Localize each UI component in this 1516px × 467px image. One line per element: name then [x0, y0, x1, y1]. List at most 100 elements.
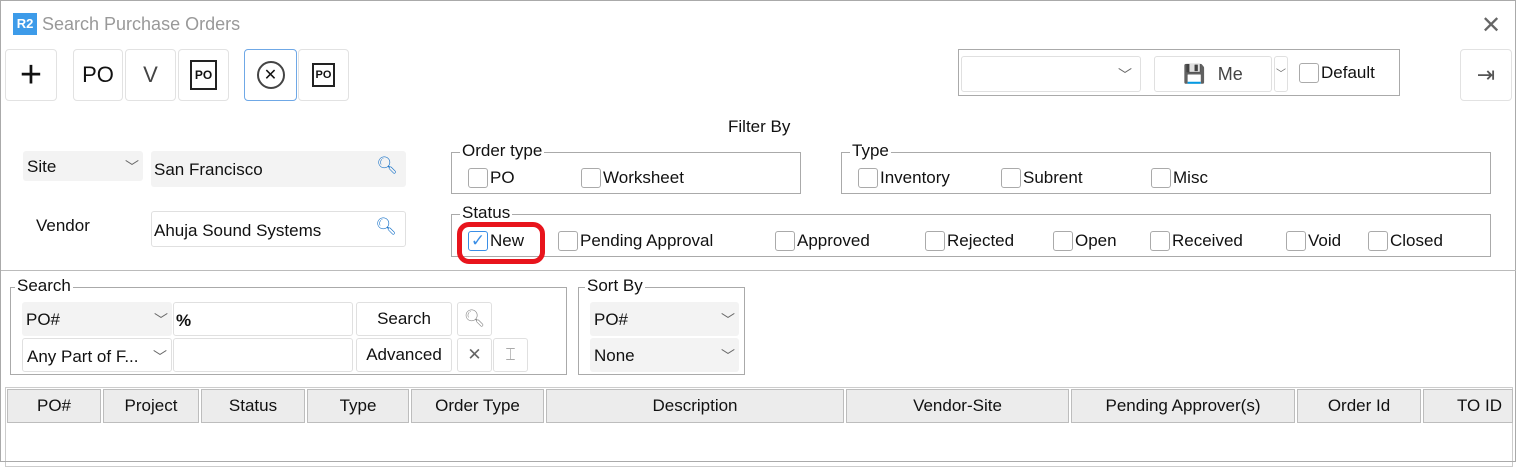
highlight-ring — [457, 222, 545, 264]
status-closed-checkbox[interactable]: Closed — [1368, 231, 1443, 251]
column-header-project[interactable]: Project — [103, 389, 199, 423]
order-type-group: Order type — [451, 141, 801, 194]
clear-button[interactable]: ✕ — [457, 338, 492, 372]
site-value: San Francisco — [154, 160, 263, 179]
order-type-po-checkbox[interactable]: PO — [468, 168, 515, 188]
search-label: Search — [15, 276, 73, 296]
chevron-down-icon: ﹀ — [125, 159, 139, 175]
search-icon[interactable]: 🔍︎ — [375, 217, 397, 236]
advanced-button[interactable]: Advanced — [356, 338, 452, 372]
vendor-value: Ahuja Sound Systems — [154, 221, 322, 240]
sort-second-select[interactable]: None ﹀ — [590, 338, 739, 372]
checkbox-label: Received — [1172, 231, 1243, 250]
column-header-order-id[interactable]: Order Id — [1297, 389, 1421, 423]
checkbox-label: PO — [490, 168, 515, 187]
save-layout-button[interactable]: 💾 Me — [1154, 56, 1272, 92]
type-group: Type — [841, 141, 1491, 194]
column-header-to-id[interactable]: TO ID — [1423, 389, 1513, 423]
divider — [1, 270, 1516, 271]
app-logo: R2 — [13, 13, 37, 35]
checkbox-label: New — [490, 231, 525, 250]
po-export-button[interactable]: PO — [298, 49, 349, 101]
add-button[interactable]: + — [5, 49, 57, 101]
search-input[interactable]: % — [173, 302, 353, 336]
site-select[interactable]: Site ﹀ — [23, 151, 143, 181]
search-input-2[interactable] — [173, 338, 353, 372]
close-icon[interactable]: ✕ — [1481, 12, 1502, 39]
type-misc-checkbox[interactable]: Misc — [1151, 168, 1208, 188]
default-label: Default — [1321, 63, 1375, 82]
checkbox-label: Misc — [1173, 168, 1208, 187]
chevron-down-icon: ﹀ — [721, 312, 735, 328]
column-resize-icon: ⌶ — [505, 345, 516, 364]
cancel-button[interactable]: ✕ — [244, 49, 297, 101]
column-header-po[interactable]: PO# — [7, 389, 101, 423]
sort-label: Sort By — [585, 276, 645, 296]
checkbox-label: Inventory — [880, 168, 950, 187]
sort-first-value: PO# — [594, 310, 629, 329]
status-void-checkbox[interactable]: Void — [1286, 231, 1341, 251]
default-checkbox[interactable]: Default — [1299, 63, 1375, 83]
search-button[interactable]: Search — [356, 302, 452, 336]
site-label: Site — [27, 157, 57, 176]
search-icon-button[interactable]: 🔍︎ — [457, 302, 492, 336]
site-input[interactable]: San Francisco 🔍︎ — [151, 151, 406, 187]
column-header-status[interactable]: Status — [201, 389, 305, 423]
type-inventory-checkbox[interactable]: Inventory — [858, 168, 950, 188]
column-header-pending-approvers[interactable]: Pending Approver(s) — [1071, 389, 1295, 423]
save-dropdown[interactable]: ﹀ — [1274, 56, 1288, 92]
checkbox-label: Pending Approval — [580, 231, 714, 250]
match-select[interactable]: Any Part of F... ﹀ — [22, 338, 172, 372]
circle-x-icon: ✕ — [256, 61, 285, 89]
type-subrent-checkbox[interactable]: Subrent — [1001, 168, 1083, 188]
po-search-icon: PO — [189, 60, 218, 90]
save-label: Me — [1217, 63, 1243, 84]
type-label: Type — [850, 141, 891, 161]
checkbox-label: Worksheet — [603, 168, 684, 187]
order-type-worksheet-checkbox[interactable]: Worksheet — [581, 168, 684, 188]
status-group: Status — [451, 203, 1491, 257]
chevron-down-icon: ﹀ — [153, 349, 167, 365]
vendor-input[interactable]: Ahuja Sound Systems 🔍︎ — [151, 211, 406, 247]
column-header-type[interactable]: Type — [307, 389, 409, 423]
exit-button[interactable]: ⇥ — [1460, 49, 1512, 101]
status-new-checkbox[interactable]: ✓ New — [468, 231, 524, 251]
status-label: Status — [460, 203, 513, 223]
save-icon: 💾 — [1183, 63, 1206, 84]
chevron-down-icon: ﹀ — [721, 348, 735, 364]
exit-icon: ⇥ — [1476, 62, 1496, 87]
clear-icon: ✕ — [467, 345, 482, 364]
sort-second-value: None — [594, 346, 635, 365]
vendor-button[interactable]: V — [125, 49, 176, 101]
checkbox-label: Subrent — [1023, 168, 1083, 187]
column-header-vendor-site[interactable]: Vendor-Site — [846, 389, 1069, 423]
column-resize-button[interactable]: ⌶ — [493, 338, 528, 372]
chevron-down-icon: ﹀ — [1276, 69, 1286, 80]
layout-select[interactable]: ﹀ — [961, 56, 1141, 92]
check-icon: ✓ — [468, 231, 488, 251]
sort-first-select[interactable]: PO# ﹀ — [590, 302, 739, 336]
layout-bar — [958, 49, 1400, 96]
search-value: % — [176, 311, 192, 330]
search-group: Search — [10, 276, 567, 375]
status-received-checkbox[interactable]: Received — [1150, 231, 1243, 251]
match-value: Any Part of F... — [27, 347, 139, 366]
order-type-label: Order type — [460, 141, 545, 161]
status-approved-checkbox[interactable]: Approved — [775, 231, 870, 251]
checkbox-label: Void — [1308, 231, 1342, 250]
status-open-checkbox[interactable]: Open — [1053, 231, 1117, 251]
status-pending-approval-checkbox[interactable]: Pending Approval — [558, 231, 713, 251]
column-header-order-type[interactable]: Order Type — [411, 389, 544, 423]
window-title: Search Purchase Orders — [42, 14, 241, 34]
status-rejected-checkbox[interactable]: Rejected — [925, 231, 1014, 251]
search-icon[interactable]: 🔍︎ — [376, 156, 398, 175]
column-header-description[interactable]: Description — [546, 389, 844, 423]
search-field-select[interactable]: PO# ﹀ — [22, 302, 172, 336]
po-export-icon: PO — [311, 63, 336, 87]
sort-group: Sort By — [578, 276, 745, 375]
vendor-label: Vendor — [36, 216, 90, 235]
po-button[interactable]: PO — [73, 49, 123, 101]
po-search-button[interactable]: PO — [178, 49, 229, 101]
checkbox-label: Rejected — [947, 231, 1015, 250]
filter-title: Filter By — [728, 117, 791, 136]
